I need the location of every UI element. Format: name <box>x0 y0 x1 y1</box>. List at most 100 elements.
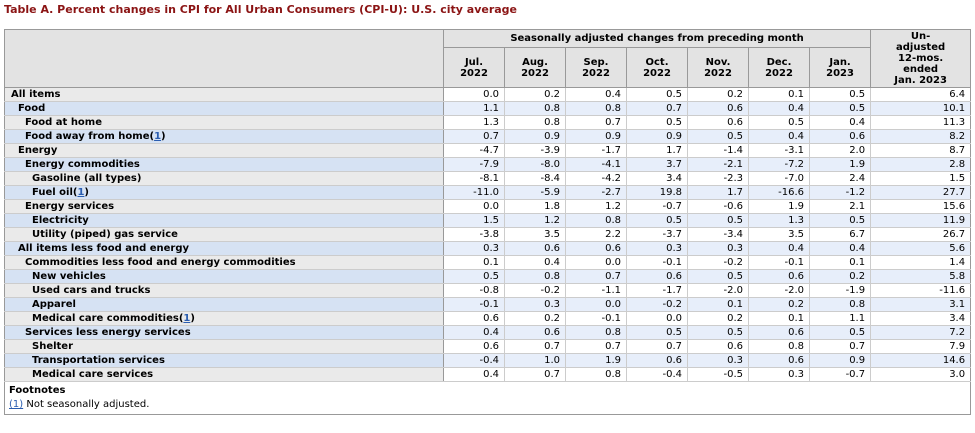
row-label-cell: Transportation services <box>4 353 444 368</box>
data-cell: 0.0 <box>626 311 688 326</box>
data-cell: 0.5 <box>687 213 749 228</box>
data-cell: 1.1 <box>443 101 505 116</box>
footnote-link[interactable]: 1 <box>77 187 85 198</box>
data-cell: 0.4 <box>748 129 810 144</box>
data-cell: 10.1 <box>870 101 972 116</box>
data-cell: 8.2 <box>870 129 972 144</box>
data-cell: -11.6 <box>870 283 972 298</box>
data-cell: 0.7 <box>626 101 688 116</box>
table-row: All items 0.0 0.2 0.4 0.5 0.2 0.1 0.5 6.4 <box>4 87 972 102</box>
data-cell: 1.2 <box>504 213 566 228</box>
data-cell: -7.0 <box>748 171 810 186</box>
column-header-aug-2022: Aug. 2022 <box>504 47 566 88</box>
data-cell: 0.6 <box>626 269 688 284</box>
data-cell: -2.3 <box>687 171 749 186</box>
data-cell: 0.5 <box>626 87 688 102</box>
row-label: Food <box>18 103 46 114</box>
footnote-link[interactable]: 1 <box>183 313 191 324</box>
data-cell: -2.1 <box>687 157 749 172</box>
table-header: Seasonally adjusted changes from precedi… <box>4 28 972 88</box>
data-cell: -1.4 <box>687 143 749 158</box>
data-cell: -1.1 <box>565 283 627 298</box>
data-cell: 3.4 <box>626 171 688 186</box>
data-cell: 0.5 <box>687 325 749 340</box>
data-cell: 0.3 <box>687 353 749 368</box>
row-label: All items <box>11 89 61 100</box>
row-label: Electricity <box>32 215 89 226</box>
data-cell: 3.4 <box>870 311 972 326</box>
data-cell: -11.0 <box>443 185 505 200</box>
data-cell: 0.4 <box>443 325 505 340</box>
row-label: Food away from home <box>25 131 150 142</box>
data-cell: 0.1 <box>443 255 505 270</box>
data-cell: -0.7 <box>809 367 872 382</box>
data-cell: 1.7 <box>687 185 749 200</box>
data-cell: -0.2 <box>504 283 566 298</box>
data-cell: 8.7 <box>870 143 972 158</box>
column-header-dec-2022: Dec. 2022 <box>748 47 810 88</box>
data-cell: -8.0 <box>504 157 566 172</box>
data-cell: 0.6 <box>443 339 505 354</box>
data-cell: 0.4 <box>748 101 810 116</box>
table-row: All items less food and energy 0.3 0.6 0.6 0… <box>4 241 972 256</box>
data-cell: 0.7 <box>504 339 566 354</box>
data-cell: 1.3 <box>443 115 505 130</box>
data-cell: 0.9 <box>504 129 566 144</box>
footnote-ref-link[interactable]: (1) <box>9 399 24 410</box>
row-label: Commodities less food and energy commodi… <box>25 257 296 268</box>
column-header-unadjusted-12mo: Un- adjusted 12-mos. ended Jan. 2023 <box>870 29 972 88</box>
row-label-cell: Electricity <box>4 213 444 228</box>
data-cell: -2.7 <box>565 185 627 200</box>
table-row: Electricity 1.5 1.2 0.8 0.5 0.5 1.3 0.5 11.9 <box>4 213 972 228</box>
data-cell: 0.3 <box>687 241 749 256</box>
row-label-cell: New vehicles <box>4 269 444 284</box>
data-cell: 0.2 <box>809 269 872 284</box>
data-cell: 0.0 <box>565 297 627 312</box>
table-row: Medical care services 0.4 0.7 0.8 -0.4 -0.5 0.… <box>4 367 972 382</box>
data-cell: 26.7 <box>870 227 972 242</box>
data-cell: -1.9 <box>809 283 872 298</box>
data-cell: 0.1 <box>748 311 810 326</box>
data-cell: -5.9 <box>504 185 566 200</box>
data-cell: 0.4 <box>565 87 627 102</box>
data-cell: 0.4 <box>504 255 566 270</box>
row-label-cell: Food at home <box>4 115 444 130</box>
footnote-item: (1) Not seasonally adjusted. <box>9 399 966 410</box>
data-cell: 0.4 <box>809 115 872 130</box>
table-row: Energy services 0.0 1.8 1.2 -0.7 -0.6 1.9 2.1 15… <box>4 199 972 214</box>
data-cell: -0.8 <box>443 283 505 298</box>
data-cell: 1.9 <box>748 199 810 214</box>
table-row: Commodities less food and energy commodi… <box>4 255 972 270</box>
data-cell: 0.6 <box>443 311 505 326</box>
data-cell: 0.6 <box>809 129 872 144</box>
data-cell: 0.5 <box>687 129 749 144</box>
footnotes-section: Footnotes (1) Not seasonally adjusted. <box>3 381 972 415</box>
data-cell: 1.5 <box>870 171 972 186</box>
data-cell: 1.9 <box>809 157 872 172</box>
data-cell: 0.8 <box>565 213 627 228</box>
data-cell: -2.0 <box>687 283 749 298</box>
row-label-cell: Energy commodities <box>4 157 444 172</box>
data-cell: 0.1 <box>687 297 749 312</box>
table-row: Energy -4.7 -3.9 -1.7 1.7 -1.4 -3.1 2.0 8.7 <box>4 143 972 158</box>
data-cell: 0.0 <box>443 199 505 214</box>
column-header-jul-2022: Jul. 2022 <box>443 47 505 88</box>
data-cell: 0.5 <box>809 213 872 228</box>
data-cell: 11.9 <box>870 213 972 228</box>
data-cell: 0.8 <box>809 297 872 312</box>
data-cell: -4.7 <box>443 143 505 158</box>
data-cell: 1.5 <box>443 213 505 228</box>
data-cell: 0.2 <box>748 297 810 312</box>
footnote-link[interactable]: 1 <box>154 131 162 142</box>
row-label: Food at home <box>25 117 103 128</box>
data-cell: 0.5 <box>626 325 688 340</box>
row-label-cell: Commodities less food and energy commodi… <box>4 255 444 270</box>
table-row: Apparel -0.1 0.3 0.0 -0.2 0.1 0.2 0.8 3.1 <box>4 297 972 312</box>
data-cell: -4.1 <box>565 157 627 172</box>
data-cell: -3.8 <box>443 227 505 242</box>
row-label-cell: All items <box>4 87 444 102</box>
data-cell: 0.5 <box>809 87 872 102</box>
data-cell: 27.7 <box>870 185 972 200</box>
data-cell: -7.9 <box>443 157 505 172</box>
row-label: Services less energy services <box>25 327 191 338</box>
